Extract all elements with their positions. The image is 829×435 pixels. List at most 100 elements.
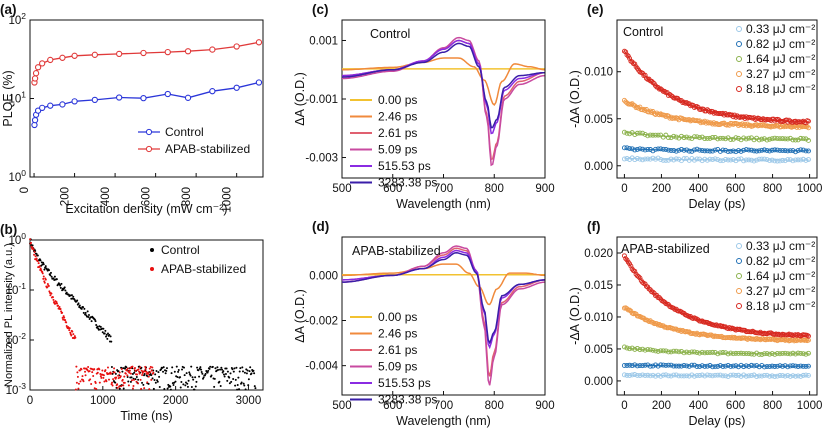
data-point bbox=[235, 366, 238, 369]
legend-label: 2.46 ps bbox=[378, 327, 417, 341]
data-point bbox=[109, 335, 112, 338]
data-point bbox=[806, 118, 811, 124]
data-point bbox=[247, 378, 250, 381]
data-point bbox=[134, 378, 137, 381]
data-point bbox=[250, 372, 253, 375]
data-point bbox=[678, 133, 684, 139]
data-point bbox=[147, 375, 150, 378]
data-point bbox=[229, 372, 232, 375]
data-point bbox=[36, 254, 39, 257]
data-point bbox=[249, 366, 252, 369]
data-point bbox=[29, 238, 31, 241]
legend-label: 0.00 ps bbox=[378, 310, 417, 324]
x-tick-label: 2000 bbox=[163, 395, 189, 407]
data-point bbox=[127, 384, 130, 387]
data-point bbox=[754, 350, 760, 356]
data-point bbox=[668, 362, 674, 368]
data-point bbox=[89, 378, 92, 381]
tick-base: 10 bbox=[8, 235, 21, 247]
data-point bbox=[658, 373, 664, 379]
legend-marker bbox=[736, 288, 742, 294]
x-tick-label: 700 bbox=[434, 183, 453, 195]
data-point bbox=[180, 380, 183, 383]
tick-base: 10 bbox=[8, 15, 21, 27]
data-point bbox=[42, 275, 45, 278]
data-point bbox=[93, 318, 96, 321]
legend-label: 0.33 μJ cm⁻² bbox=[746, 22, 815, 36]
y-tick-label: 102 bbox=[8, 11, 26, 27]
data-point bbox=[126, 376, 129, 379]
data-point bbox=[673, 372, 679, 378]
data-point bbox=[806, 157, 811, 162]
data-point bbox=[117, 370, 120, 373]
data-point bbox=[84, 370, 87, 373]
data-point bbox=[137, 378, 140, 381]
legend-label: 0.33 μJ cm⁻² bbox=[746, 239, 815, 253]
data-point bbox=[62, 318, 65, 321]
data-point bbox=[102, 376, 105, 379]
data-point bbox=[689, 362, 695, 368]
data-point bbox=[189, 374, 192, 377]
data-point bbox=[48, 290, 51, 293]
data-point bbox=[774, 158, 780, 164]
data-point bbox=[61, 316, 64, 319]
data-point bbox=[121, 378, 124, 381]
y-tick-label: 10-2 bbox=[6, 331, 27, 347]
data-point bbox=[82, 311, 85, 314]
data-point bbox=[790, 137, 796, 143]
data-point bbox=[74, 388, 77, 391]
data-point bbox=[806, 125, 811, 131]
x-tick-label: 1000 bbox=[90, 395, 116, 407]
data-point bbox=[42, 261, 45, 264]
data-point bbox=[233, 84, 240, 91]
data-point bbox=[100, 376, 103, 379]
data-point bbox=[150, 369, 153, 372]
data-point bbox=[152, 387, 155, 390]
data-point bbox=[71, 98, 78, 105]
data-point bbox=[59, 286, 62, 289]
data-point bbox=[61, 311, 64, 314]
data-point bbox=[94, 382, 97, 385]
data-point bbox=[59, 284, 62, 287]
data-point bbox=[671, 157, 677, 163]
data-point bbox=[184, 94, 192, 101]
data-point bbox=[102, 374, 105, 377]
data-point bbox=[236, 388, 239, 391]
fit-line bbox=[624, 131, 810, 140]
data-point bbox=[671, 305, 677, 311]
data-point bbox=[668, 135, 674, 141]
data-point bbox=[154, 381, 157, 384]
y-tick-label: 0.005 bbox=[584, 344, 613, 356]
data-point bbox=[715, 136, 721, 142]
data-point bbox=[84, 311, 87, 314]
data-point bbox=[772, 135, 778, 141]
data-point bbox=[42, 277, 45, 280]
panel-title: Control bbox=[370, 27, 410, 41]
tick-exponent: -2 bbox=[18, 331, 26, 341]
legend-label: 3283.38 ps bbox=[378, 393, 437, 407]
data-point bbox=[806, 350, 811, 356]
data-point bbox=[621, 344, 627, 350]
data-point bbox=[112, 378, 115, 381]
data-point bbox=[694, 134, 700, 140]
tick-exponent: 1 bbox=[21, 90, 26, 100]
data-point bbox=[242, 382, 245, 385]
data-point bbox=[47, 284, 50, 287]
data-point bbox=[148, 367, 151, 370]
data-point bbox=[117, 374, 120, 377]
data-point bbox=[106, 366, 109, 369]
data-point bbox=[253, 385, 256, 388]
data-point bbox=[38, 265, 41, 268]
x-tick-label: 800 bbox=[485, 183, 504, 195]
data-point bbox=[83, 307, 86, 310]
data-point bbox=[125, 366, 128, 369]
data-point bbox=[65, 321, 68, 324]
data-point bbox=[162, 370, 165, 373]
legend-marker bbox=[736, 41, 742, 47]
data-point bbox=[115, 50, 123, 58]
data-point bbox=[158, 386, 161, 389]
data-point bbox=[663, 132, 669, 138]
data-point bbox=[71, 330, 74, 333]
data-point bbox=[627, 55, 633, 61]
data-point bbox=[782, 158, 788, 164]
